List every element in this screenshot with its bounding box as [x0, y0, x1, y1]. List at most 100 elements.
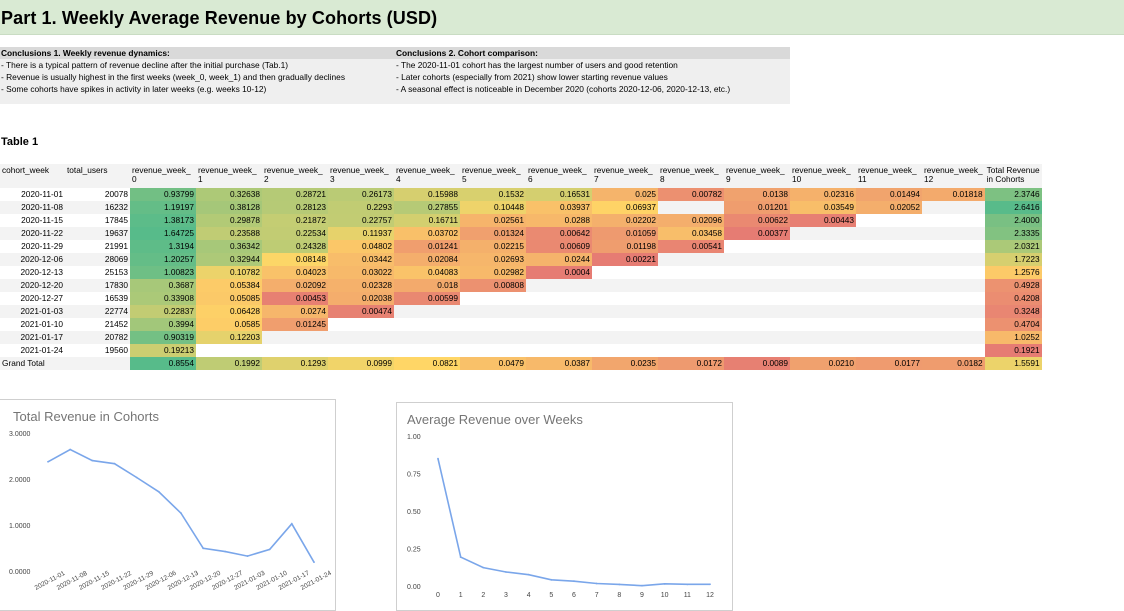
revenue-cell: 0.025 — [592, 188, 658, 201]
revenue-cell — [724, 305, 790, 318]
revenue-cell: 0.02092 — [262, 279, 328, 292]
revenue-cell: 0.01818 — [922, 188, 985, 201]
revenue-cell: 0.00474 — [328, 305, 394, 318]
table-row: 2021-01-24 19560 0.19213 0.1921 — [0, 344, 1042, 357]
revenue-cell: 0.29878 — [196, 214, 262, 227]
data-point — [135, 476, 138, 479]
revenue-cell: 0.32944 — [196, 253, 262, 266]
revenue-cell — [922, 318, 985, 331]
data-point — [550, 578, 553, 581]
grand-total-cell: 0.0182 — [922, 357, 985, 370]
grand-total-cell: 0.1293 — [262, 357, 328, 370]
grand-total-row: Grand Total 0.8554 0.1992 0.1293 0.0999 0.082… — [0, 357, 1042, 370]
revenue-cell: 0.01245 — [262, 318, 328, 331]
conclusions-2-heading: Conclusions 2. Cohort comparison: — [395, 47, 790, 59]
column-header-line: 2 — [264, 174, 269, 184]
revenue-cell — [526, 279, 592, 292]
revenue-cell: 0.05384 — [196, 279, 262, 292]
column-header: total_users — [65, 164, 130, 188]
revenue-cell — [922, 344, 985, 357]
revenue-cell: 0.0288 — [526, 214, 592, 227]
revenue-cell: 1.20257 — [130, 253, 196, 266]
revenue-cell: 0.26173 — [328, 188, 394, 201]
revenue-cell: 0.00453 — [262, 292, 328, 305]
column-header-line: revenue_week_ — [330, 165, 389, 175]
revenue-cell: 0.2293 — [328, 201, 394, 214]
total-users-cell: 20078 — [104, 189, 128, 199]
revenue-cell — [592, 266, 658, 279]
column-header-line: 9 — [726, 174, 731, 184]
column-header-line: 0 — [132, 174, 137, 184]
table-row: 2020-12-27 16539 0.33908 0.05085 0.00453 0.02… — [0, 292, 1042, 305]
revenue-cell: 0.93799 — [130, 188, 196, 201]
conclusions-1-line: - Revenue is usually highest in the firs… — [1, 72, 346, 82]
total-revenue-chart: Total Revenue in Cohorts 0.0000 1.0000 2.0… — [0, 399, 336, 611]
data-point — [663, 582, 666, 585]
revenue-cell — [592, 292, 658, 305]
x-tick-label: 7 — [595, 592, 599, 599]
revenue-cell: 0.02038 — [328, 292, 394, 305]
revenue-cell — [526, 318, 592, 331]
revenue-cell: 0.0138 — [724, 188, 790, 201]
revenue-cell — [592, 318, 658, 331]
data-point — [709, 583, 711, 586]
cohort-week-cell: 2020-11-01 — [21, 189, 63, 199]
revenue-cell — [592, 344, 658, 357]
revenue-cell: 0.03702 — [394, 227, 460, 240]
data-point — [573, 580, 575, 583]
revenue-cell — [460, 305, 526, 318]
x-tick-label: 2 — [481, 592, 485, 599]
conclusions-1-line: - There is a typical pattern of revenue … — [1, 60, 289, 70]
series-line — [437, 458, 710, 587]
total-users-cell: 16232 — [65, 201, 130, 214]
revenue-cell — [856, 240, 922, 253]
revenue-cell: 0.01201 — [724, 201, 790, 214]
data-point — [180, 512, 182, 515]
column-header: revenue_week_ 5 — [460, 164, 526, 188]
column-header-line: revenue_week_ — [792, 165, 851, 175]
grand-total-cell: 0.0821 — [394, 357, 460, 370]
y-tick-label: 1.0000 — [9, 523, 31, 530]
x-tick-label: 11 — [684, 592, 691, 599]
revenue-cell: 0.23588 — [196, 227, 262, 240]
data-point — [157, 490, 160, 493]
column-header-line: cohort_week — [2, 165, 50, 175]
revenue-cell: 0.00609 — [526, 240, 592, 253]
table-row: 2020-12-20 17830 0.3687 0.05384 0.02092 0.023… — [0, 279, 1042, 292]
column-header-line: 3 — [330, 174, 335, 184]
revenue-cell — [658, 305, 724, 318]
title-bar: Part 1. Weekly Average Revenue by Cohort… — [0, 0, 1124, 35]
revenue-cell — [592, 305, 658, 318]
revenue-cell: 0.16711 — [394, 214, 460, 227]
cohort-week-cell: 2021-01-03 — [0, 305, 65, 318]
revenue-cell: 0.04802 — [328, 240, 394, 253]
column-header-line: 5 — [462, 174, 467, 184]
column-header-line: revenue_week_ — [528, 165, 587, 175]
column-header-line: revenue_week_ — [198, 165, 257, 175]
grand-total-cell: 0.0089 — [724, 357, 790, 370]
cohort-week-cell: 2020-12-20 — [0, 279, 65, 292]
cohort-week-cell: 2020-11-29 — [21, 241, 63, 251]
data-point — [69, 448, 72, 451]
y-tick-label: 0.50 — [407, 509, 421, 516]
table-row: 2020-12-06 28069 1.20257 0.32944 0.08148 0.03… — [0, 253, 1042, 266]
x-tick-label: 6 — [572, 592, 576, 599]
table-row: 2020-11-22 19637 1.64725 0.23588 0.22534 0.11… — [0, 227, 1042, 240]
column-header-line: revenue_week_ — [858, 165, 917, 175]
revenue-cell — [724, 253, 790, 266]
total-revenue-plot: 0.00001.00002.00003.00002020-11-012020-1… — [9, 431, 333, 592]
revenue-cell — [394, 305, 460, 318]
revenue-cell — [526, 305, 592, 318]
revenue-cell: 0.24328 — [262, 240, 328, 253]
revenue-cell — [460, 344, 526, 357]
revenue-cell: 0.0585 — [196, 318, 262, 331]
total-revenue-cell: 0.4208 — [984, 292, 1042, 305]
table-row: 2021-01-10 21452 0.3994 0.0585 0.01245 0.4704 — [0, 318, 1042, 331]
y-tick-label: 2.0000 — [9, 477, 31, 484]
total-revenue-cell: 0.4928 — [984, 279, 1042, 292]
grand-total-cell: 0.0479 — [460, 357, 526, 370]
total-revenue-cell: 1.2576 — [984, 266, 1042, 279]
column-header-line: 4 — [396, 174, 401, 184]
x-tick-label: 0 — [436, 592, 440, 599]
revenue-cell — [262, 344, 328, 357]
